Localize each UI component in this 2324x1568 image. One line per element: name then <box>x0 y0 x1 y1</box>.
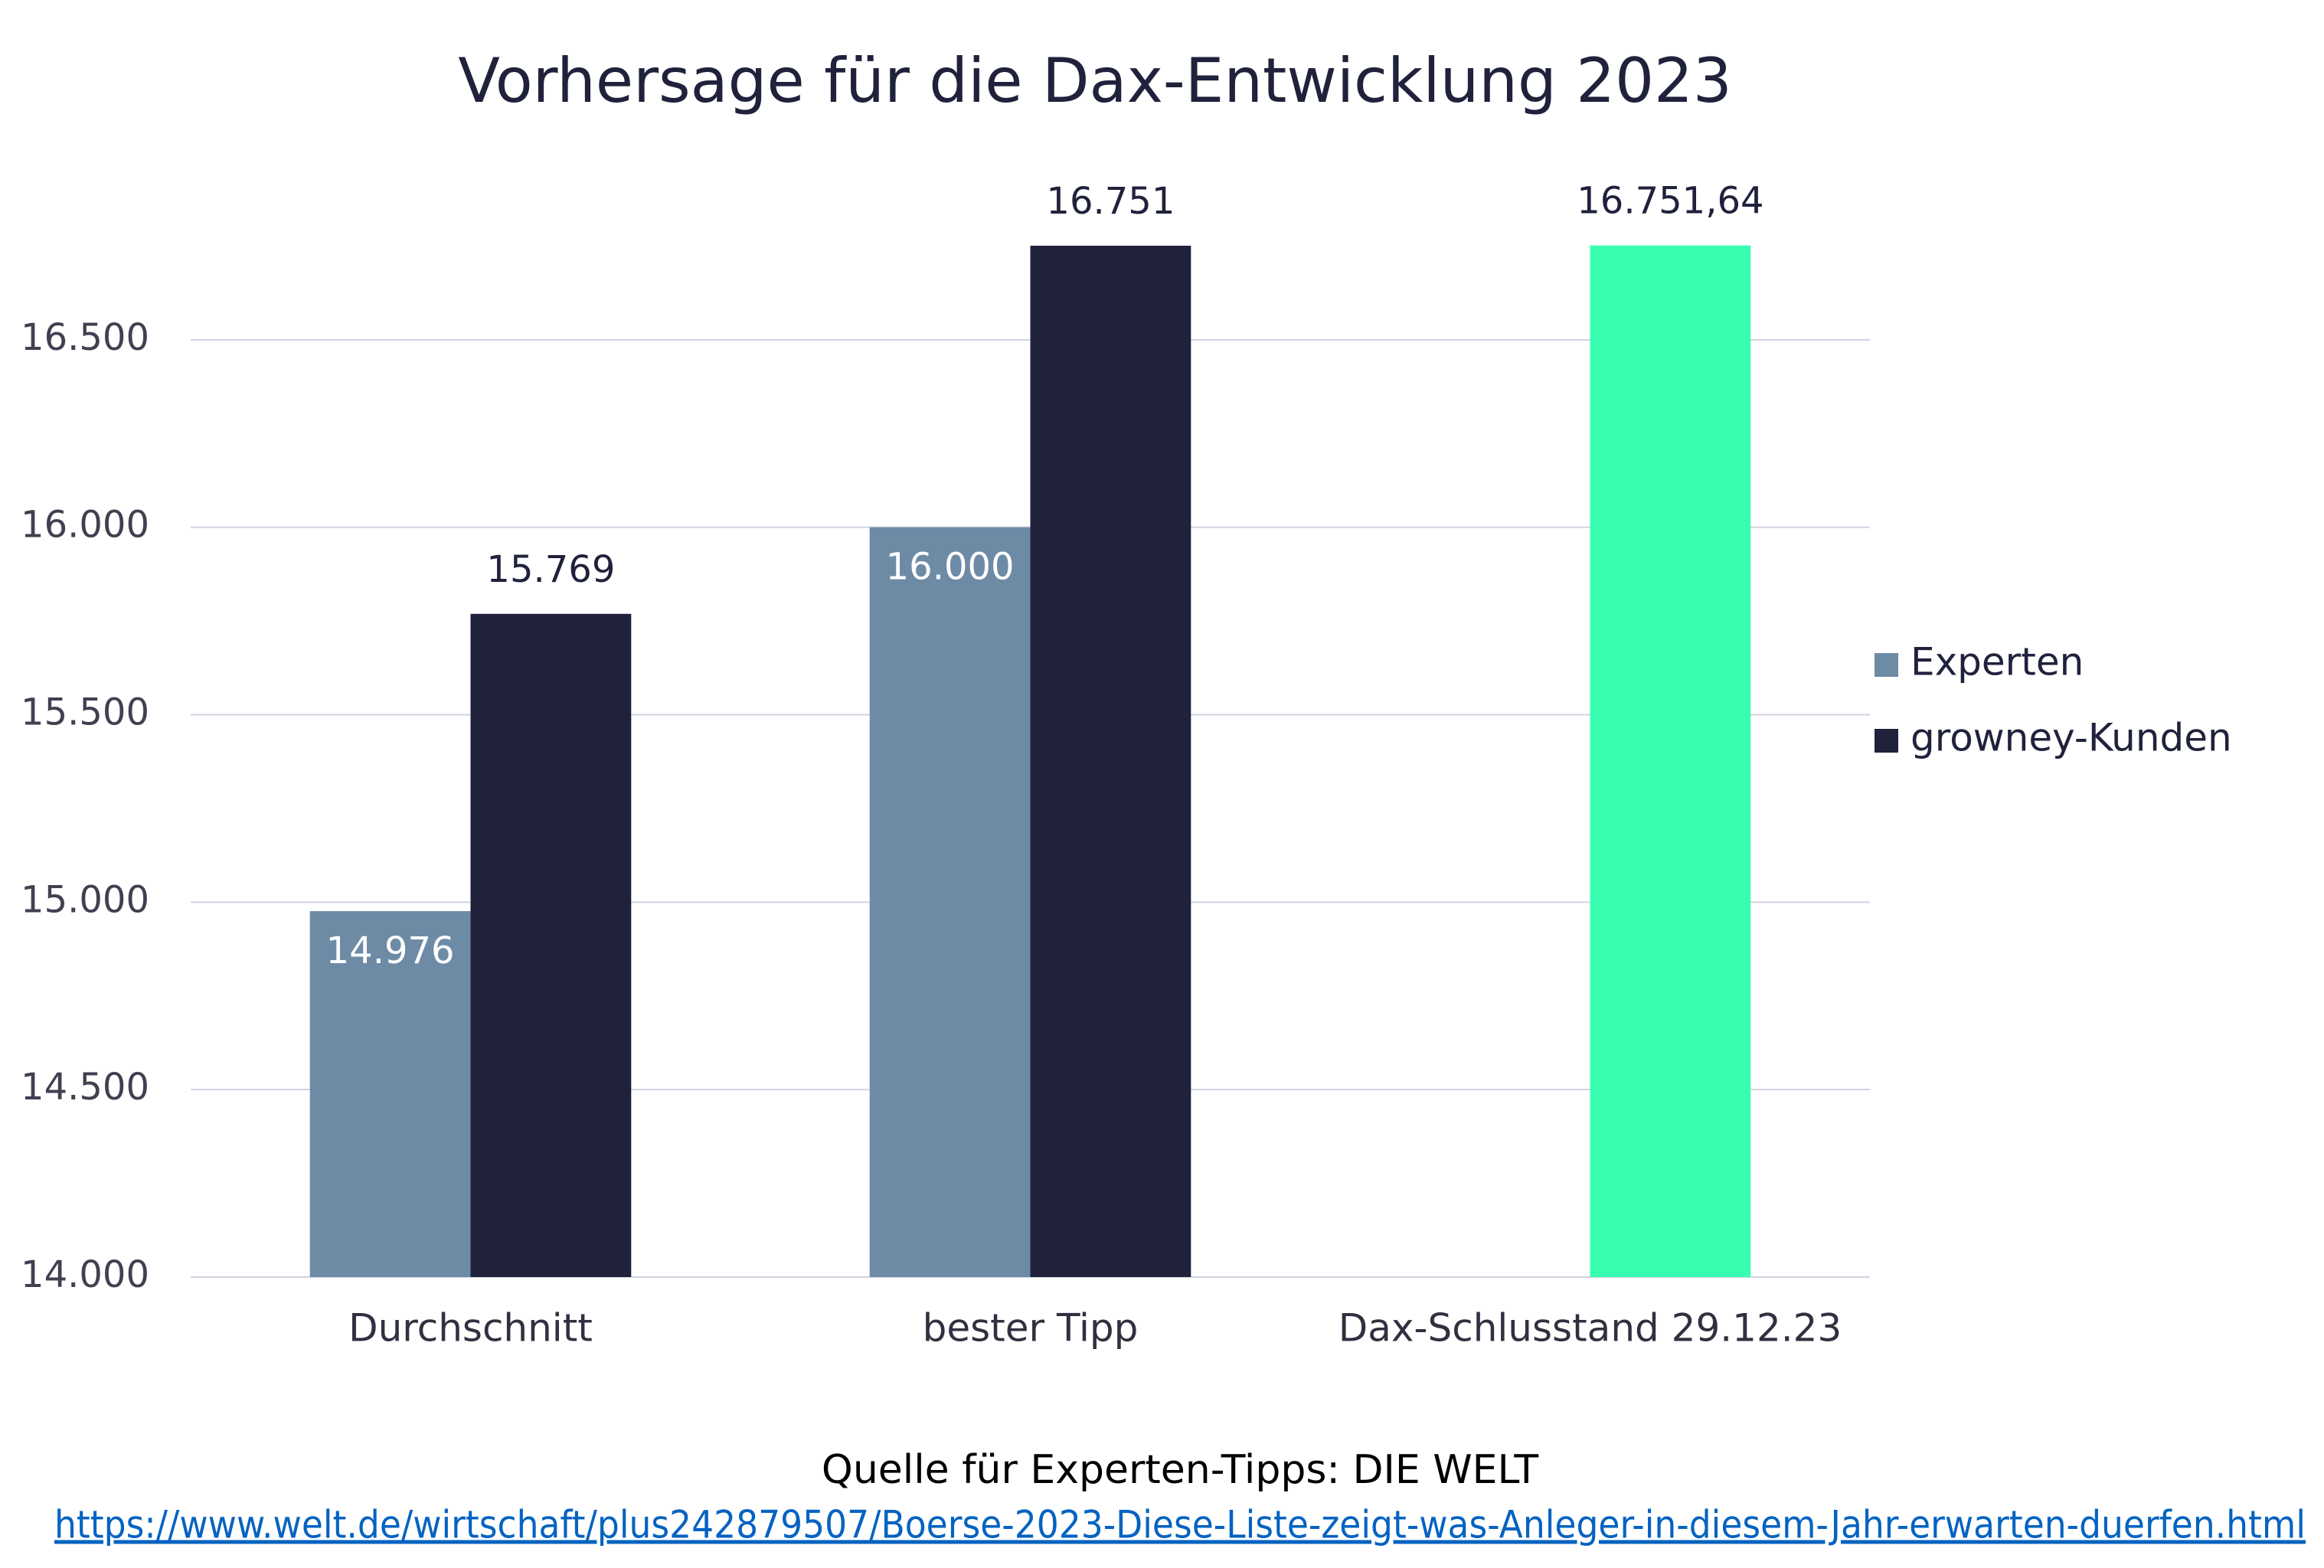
data-label: 15.769 <box>486 548 615 591</box>
y-tick-label: 14.000 <box>21 1253 149 1296</box>
bar <box>869 527 1031 1277</box>
y-tick-label: 14.500 <box>21 1066 149 1109</box>
y-tick-label: 16.000 <box>21 504 149 547</box>
bar <box>309 911 471 1277</box>
source-note: Quelle für Experten-Tipps: DIE WELT <box>822 1447 1538 1493</box>
bar <box>1030 245 1191 1277</box>
x-tick-label: bester Tipp <box>923 1306 1139 1351</box>
legend-swatch <box>1875 653 1898 677</box>
legend-swatch <box>1875 729 1898 753</box>
x-tick-label: Dax-Schlusstand 29.12.23 <box>1339 1306 1842 1351</box>
data-label: 14.976 <box>326 929 455 972</box>
data-label: 16.000 <box>886 546 1015 589</box>
data-label: 16.751,64 <box>1577 180 1763 223</box>
y-tick-label: 15.000 <box>21 878 149 921</box>
data-label: 16.751 <box>1046 180 1175 223</box>
x-tick-label: Durchschnitt <box>348 1306 593 1351</box>
y-tick-label: 16.500 <box>21 316 149 359</box>
legend-label: growney-Kunden <box>1911 716 2232 760</box>
legend-label: Experten <box>1911 640 2084 684</box>
bar <box>1590 245 1751 1277</box>
chart-title: Vorhersage für die Dax-Entwicklung 2023 <box>458 45 1732 116</box>
y-tick-label: 15.500 <box>21 691 149 734</box>
source-link[interactable]: https://www.welt.de/wirtschaft/plus24287… <box>54 1503 2306 1547</box>
bar <box>470 613 632 1277</box>
